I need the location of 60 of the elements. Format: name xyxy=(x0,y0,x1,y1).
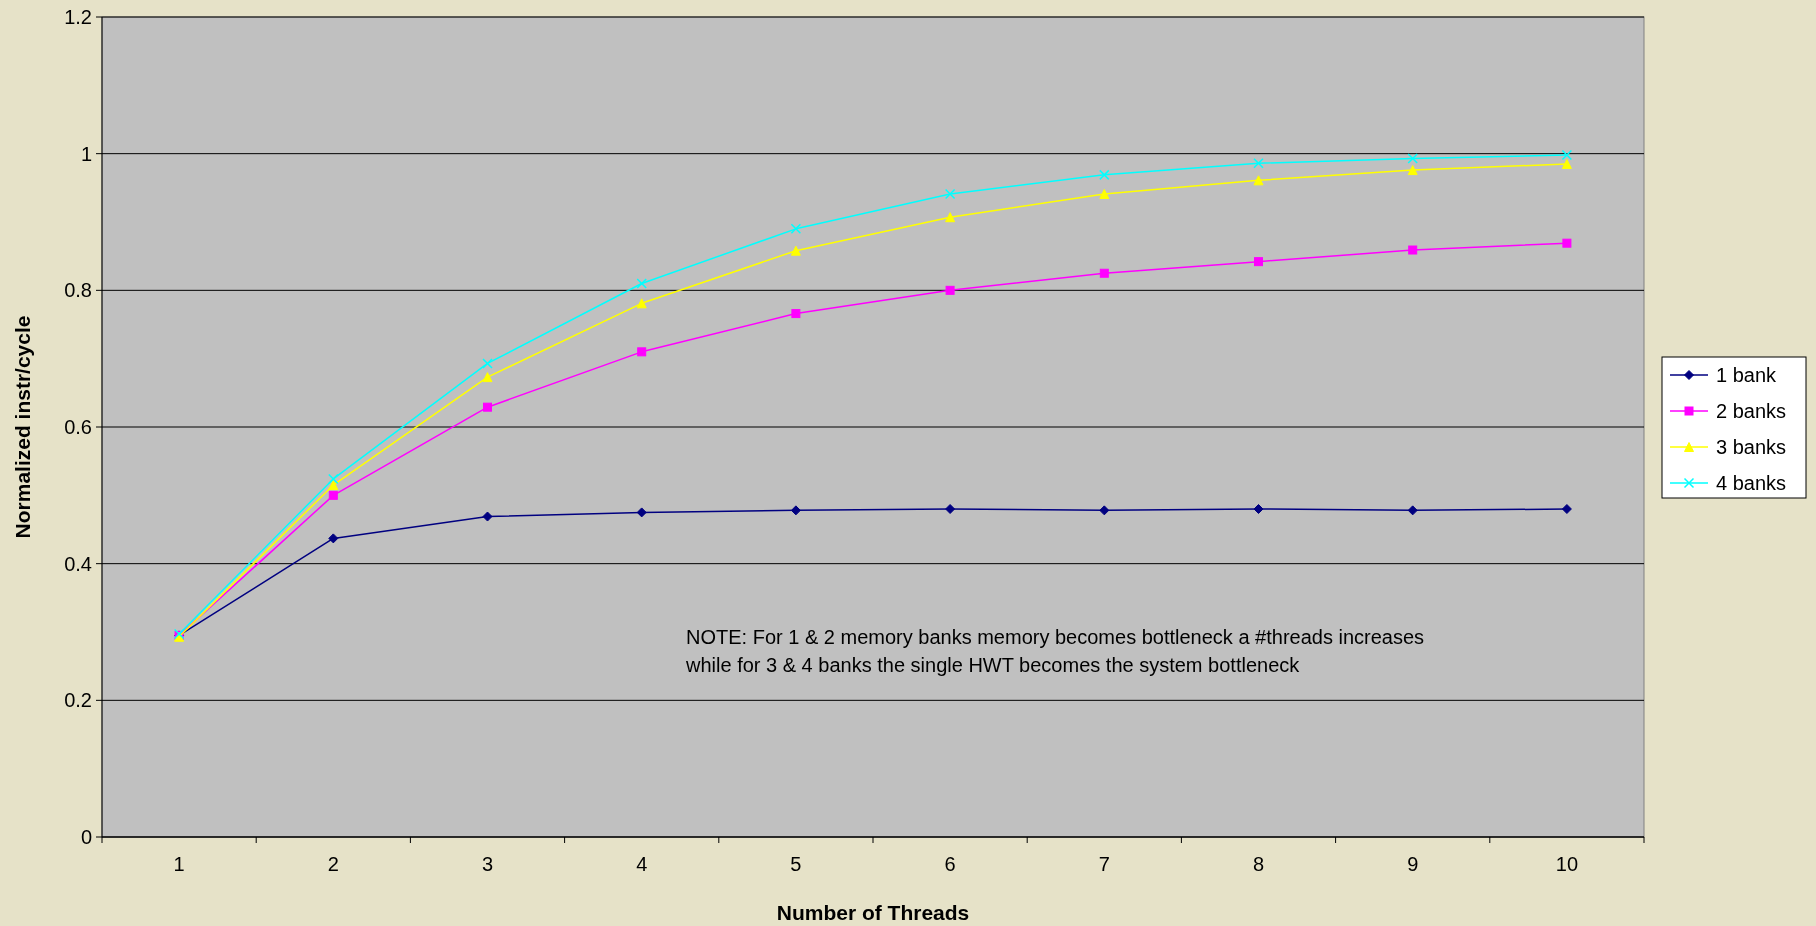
point xyxy=(790,505,801,516)
point xyxy=(790,223,802,235)
y-tick-label: 0.2 xyxy=(64,689,92,712)
point xyxy=(1099,169,1110,181)
x-axis-title: Number of Threads xyxy=(776,901,970,924)
point xyxy=(1099,268,1109,278)
point xyxy=(944,188,956,200)
y-tick-label: 1.2 xyxy=(64,6,92,28)
point xyxy=(1253,504,1264,514)
point xyxy=(482,372,493,383)
point xyxy=(483,402,492,412)
point xyxy=(1562,238,1572,248)
legend-label: 4 banks xyxy=(1716,472,1787,494)
point xyxy=(1561,149,1573,161)
point xyxy=(791,309,801,319)
y-axis-title: Normalized instr/cycle xyxy=(11,315,34,539)
point xyxy=(636,507,647,518)
x-tick-label: 5 xyxy=(790,853,802,875)
x-tick-label: 10 xyxy=(1555,853,1579,875)
point xyxy=(482,511,493,522)
point xyxy=(328,480,339,491)
point xyxy=(636,298,647,309)
point xyxy=(945,285,955,295)
point xyxy=(945,504,956,514)
point xyxy=(328,490,338,500)
point xyxy=(1407,505,1418,516)
point xyxy=(1408,245,1418,255)
y-tick-label: 1 xyxy=(80,142,92,165)
point xyxy=(1407,153,1418,164)
x-tick-label: 6 xyxy=(944,853,956,875)
x-tick-label: 4 xyxy=(636,853,648,875)
point xyxy=(1099,505,1110,516)
point xyxy=(1253,175,1264,186)
legend-label: 3 banks xyxy=(1716,436,1787,458)
y-tick-label: 0.6 xyxy=(64,416,92,438)
x-tick-label: 2 xyxy=(327,853,339,875)
point xyxy=(945,212,956,223)
y-tick-label: 0.4 xyxy=(64,552,92,575)
legend-label: 1 bank xyxy=(1716,364,1778,386)
legend-label: 2 banks xyxy=(1716,400,1787,422)
x-tick-label: 9 xyxy=(1407,853,1419,875)
point xyxy=(482,358,493,369)
point xyxy=(1253,157,1264,169)
point xyxy=(1561,504,1572,514)
point xyxy=(636,278,647,289)
y-tick-label: 0 xyxy=(80,826,92,848)
x-tick-label: 8 xyxy=(1252,853,1265,875)
point xyxy=(1407,165,1418,176)
point xyxy=(637,347,647,357)
annotation: NOTE: For 1 & 2 memory banks memory becomes bottleneck a #threads increases while for 3 & 4 banks the single HWT becomes the system bottleneck xyxy=(685,626,1425,676)
x-tick-label: 3 xyxy=(481,853,494,875)
point xyxy=(328,473,339,485)
point xyxy=(1561,158,1572,169)
point xyxy=(1254,257,1263,267)
point xyxy=(1099,188,1110,199)
point xyxy=(328,533,339,544)
y-tick-label: 0.8 xyxy=(64,279,92,302)
x-tick-label: 1 xyxy=(173,853,185,875)
point xyxy=(790,245,801,256)
x-tick-label: 7 xyxy=(1098,853,1110,875)
